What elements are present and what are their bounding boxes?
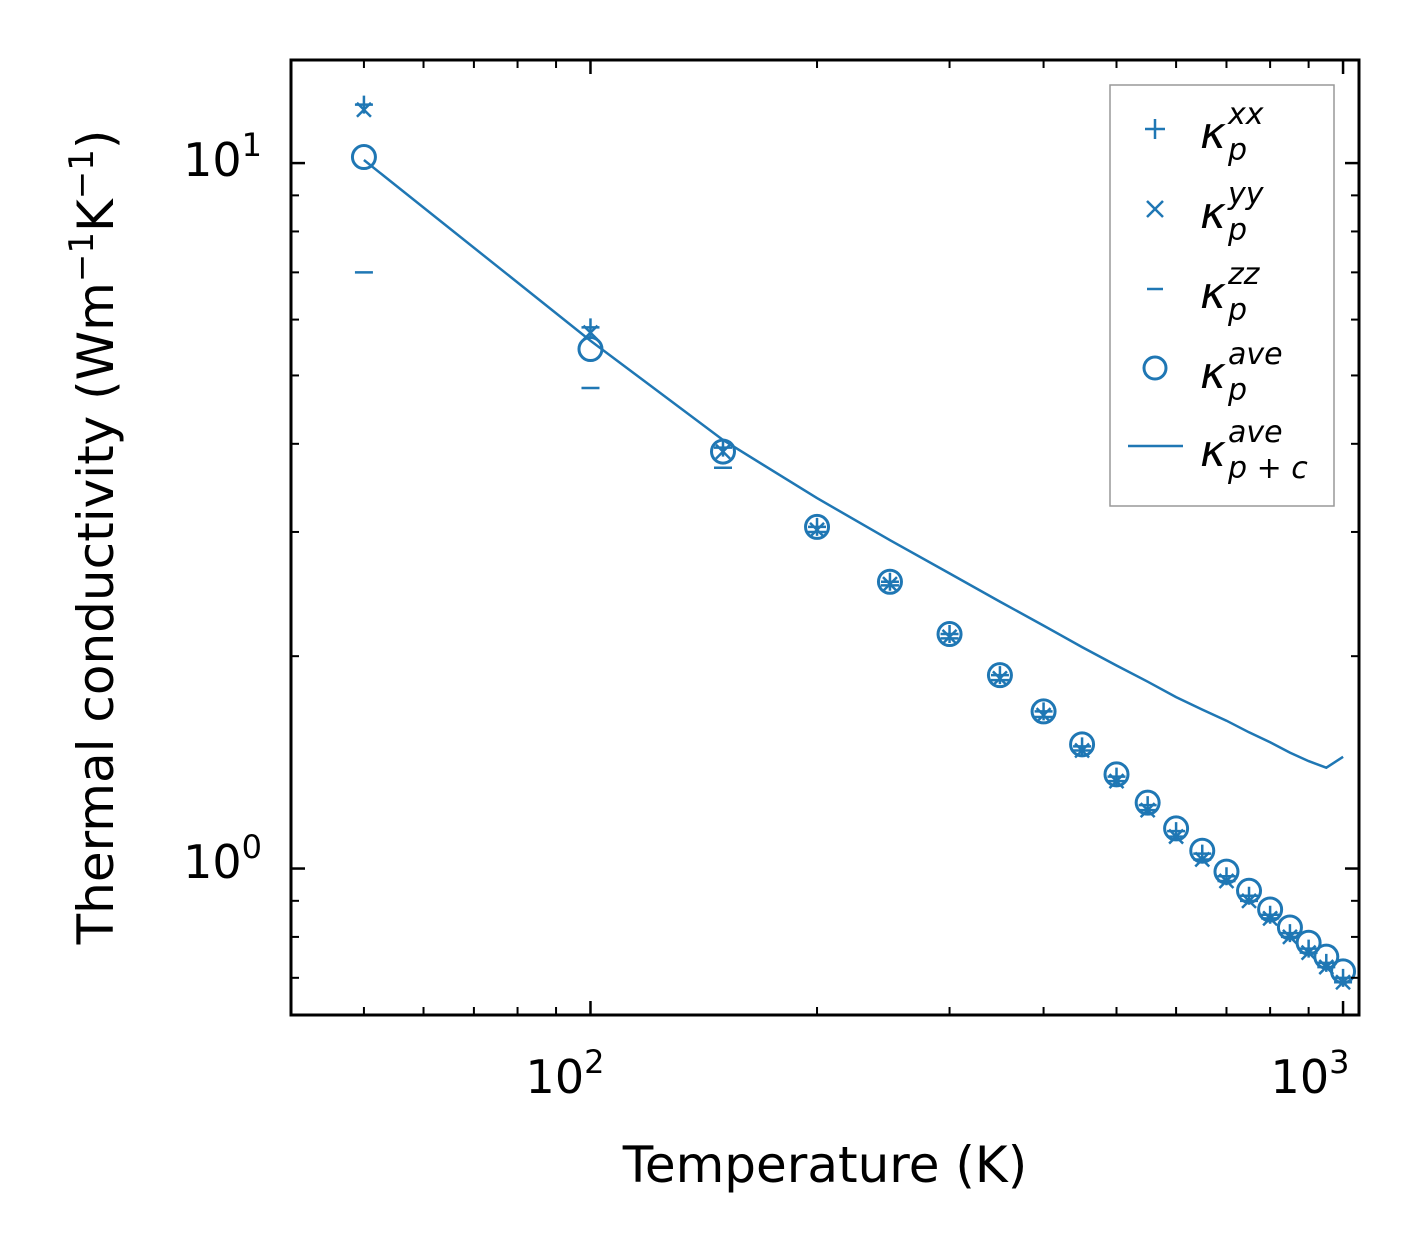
- point-kappa_p_xx: [1073, 737, 1092, 756]
- legend-plus-marker: [1145, 119, 1165, 139]
- legend-sub-kappa-pc-ave: p + c: [1227, 451, 1308, 486]
- legend-circle-marker: [1142, 355, 1168, 381]
- legend-entry-kappa-ave: κave p: [1142, 337, 1283, 408]
- y-tick-label-10: 101: [183, 126, 262, 187]
- point-kappa_p_ave: [1189, 837, 1216, 864]
- legend-entry-kappa-pc-ave: κave p + c: [1128, 415, 1308, 486]
- y-axis-label-main: Thermal conductivity (Wm: [67, 282, 125, 945]
- point-kappa_p_ave: [350, 144, 377, 171]
- legend-sub-kappa-ave: p: [1227, 373, 1247, 408]
- point-kappa_p_ave: [1313, 943, 1340, 970]
- point-kappa_p_yy: [356, 101, 372, 118]
- legend: κxx p κyy p κzz p κave p κave p + c: [1109, 84, 1335, 507]
- y-axis-label: Thermal conductivity (Wm−1K−1): [62, 130, 125, 946]
- point-kappa_p_ave: [1030, 698, 1057, 725]
- legend-label-kappa-xx: κxx: [1200, 97, 1264, 159]
- point-kappa_p_yy: [941, 629, 958, 645]
- legend-entry-kappa-yy: κyy p: [1146, 177, 1265, 248]
- point-kappa_p_ave: [1134, 789, 1161, 816]
- point-kappa_p_yy: [809, 522, 825, 538]
- point-kappa_p_ave: [1213, 858, 1240, 885]
- point-kappa_p_xx: [940, 625, 959, 644]
- legend-box: [1109, 84, 1335, 507]
- point-kappa_p_ave: [1276, 914, 1303, 941]
- point-kappa_p_ave: [804, 513, 831, 540]
- point-kappa_p_ave: [1163, 815, 1190, 842]
- series-line-kappa_pc_ave: [363, 159, 1344, 770]
- point-kappa_p_ave: [1330, 958, 1357, 985]
- point-kappa_p_yy: [715, 443, 731, 460]
- legend-x-marker: [1146, 200, 1164, 218]
- legend-label-kappa-ave: κave: [1200, 337, 1283, 399]
- point-kappa_p_ave: [936, 621, 963, 648]
- legend-entry-kappa-zz: κzz p: [1147, 257, 1261, 328]
- point-kappa_p_ave: [1236, 877, 1263, 904]
- x-tick-label-1000: 103: [1271, 1043, 1350, 1104]
- data-marks: [350, 95, 1357, 991]
- legend-label-kappa-zz: κzz: [1200, 257, 1261, 319]
- legend-label-kappa-pc-ave: κave: [1200, 415, 1283, 477]
- legend-entry-kappa-xx: κxx p: [1145, 97, 1264, 168]
- point-kappa_p_ave: [876, 568, 903, 595]
- point-kappa_p_yy: [1035, 707, 1052, 724]
- y-axis-label-sup1: −1: [62, 232, 102, 282]
- point-kappa_p_ave: [1069, 731, 1096, 758]
- y-axis-label-mid: K: [67, 198, 125, 232]
- plot-frame: [289, 58, 1361, 1017]
- point-kappa_p_ave: [986, 662, 1013, 689]
- x-tick-label-100: 102: [526, 1043, 605, 1104]
- point-kappa_p_ave: [1103, 761, 1130, 788]
- legend-sub-kappa-zz: p: [1227, 293, 1247, 328]
- y-tick-label-1: 100: [183, 828, 262, 889]
- legend-sub-kappa-xx: p: [1227, 133, 1247, 168]
- legend-sub-kappa-yy: p: [1227, 213, 1247, 248]
- point-kappa_p_yy: [992, 670, 1008, 687]
- point-kappa_p_ave: [1295, 929, 1322, 956]
- x-axis-label: Temperature (K): [622, 1136, 1027, 1194]
- point-kappa_p_xx: [714, 438, 733, 457]
- legend-label-kappa-yy: κyy: [1200, 177, 1265, 239]
- y-axis-label-end: ): [67, 130, 125, 150]
- point-kappa_p_ave: [1257, 896, 1284, 923]
- y-axis-label-sup2: −1: [62, 149, 102, 199]
- point-kappa_p_xx: [880, 572, 899, 591]
